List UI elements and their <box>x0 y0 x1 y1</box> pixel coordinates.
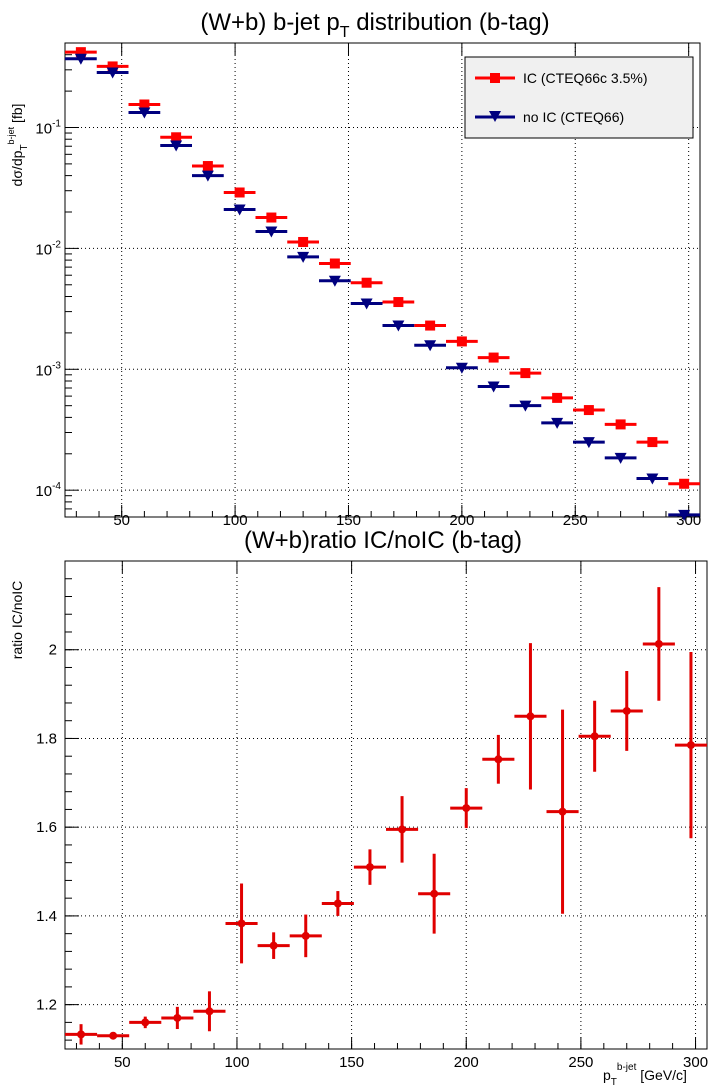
top-series-0-point <box>266 212 277 223</box>
top-x-tick-label: 250 <box>563 512 588 529</box>
bottom-x-tick-label: 200 <box>454 1054 479 1071</box>
top-series-0-point <box>583 405 594 416</box>
top-x-tick-label: 200 <box>449 512 474 529</box>
top-series-1-point <box>106 67 119 79</box>
top-series-0-point <box>202 161 213 172</box>
top-series-0-point <box>298 236 309 247</box>
top-series-1-point <box>201 170 214 182</box>
top-series-0-point <box>679 478 690 489</box>
legend-noic-label: no IC (CTEQ66) <box>523 109 624 125</box>
top-series-1-point <box>74 53 87 65</box>
top-series-0-point <box>393 297 404 308</box>
ratio-point <box>333 899 342 908</box>
top-y-tick-label: 10-3 <box>35 360 61 379</box>
bottom-y-tick-label: 1.4 <box>36 908 57 925</box>
ratio-point <box>365 863 374 872</box>
top-series-0-point <box>171 132 182 143</box>
top-series-0-point <box>488 352 499 363</box>
top-series-1-point <box>582 437 595 449</box>
bottom-x-tick-label: 150 <box>339 1054 364 1071</box>
ratio-point <box>141 1018 150 1027</box>
legend: IC (CTEQ66c 3.5%) no IC (CTEQ66) <box>464 56 694 139</box>
ratio-point <box>686 741 695 750</box>
bottom-x-axis-label: pTb-jet [GeV/c] <box>603 1062 687 1087</box>
top-series-1-point <box>392 320 405 332</box>
top-series-1-point <box>424 340 437 352</box>
bottom-y-axis-label: ratio IC/noIC <box>9 581 25 660</box>
top-series-1-point <box>487 381 500 393</box>
ratio-point <box>654 639 663 648</box>
legend-box <box>464 56 694 139</box>
legend-ic-label: IC (CTEQ66c 3.5%) <box>523 70 647 86</box>
top-x-tick-label: 50 <box>113 512 130 529</box>
bottom-y-tick-label: 1.8 <box>36 730 57 747</box>
top-series-0-point <box>520 368 531 379</box>
top-series-0-point <box>329 258 340 269</box>
top-x-tick-label: 150 <box>336 512 361 529</box>
bottom-y-tick-label: 1.2 <box>36 997 57 1014</box>
top-y-tick-label: 10-4 <box>35 481 61 500</box>
top-series-0-point <box>647 437 658 448</box>
bottom-x-tick-label: 50 <box>114 1054 131 1071</box>
top-series-0-point <box>425 320 436 331</box>
top-series-1-point <box>678 509 691 521</box>
legend-ic-marker <box>490 73 500 83</box>
bottom-chart-title: (W+b)ratio IC/noIC (b-tag) <box>244 527 522 554</box>
top-series-0-point <box>75 47 86 58</box>
top-series-1-point <box>646 473 659 485</box>
top-y-tick-label: 10-2 <box>35 239 61 258</box>
top-plot-frame <box>64 42 701 518</box>
ratio-point <box>205 1007 214 1016</box>
top-y-tick-label: 10-1 <box>35 119 61 138</box>
top-x-tick-label: 100 <box>223 512 248 529</box>
top-series-1-point <box>265 226 278 238</box>
bottom-plot-area: 50 100 150 200 250 300 1.2 1.4 1.6 1.8 2 <box>36 560 708 1071</box>
top-y-axis-label: dσ/dpTb-jet [fb] <box>6 104 30 187</box>
ratio-point <box>462 804 471 813</box>
ratio-point <box>590 732 599 741</box>
top-series-1-point <box>455 362 468 374</box>
ratio-point <box>237 919 246 928</box>
top-series-0-point <box>615 419 626 430</box>
top-series-0-point <box>139 99 150 110</box>
ratio-point <box>173 1013 182 1022</box>
ratio-point <box>398 825 407 834</box>
ratio-point <box>494 755 503 764</box>
top-series-1-point <box>328 275 341 287</box>
top-series-1-point <box>551 417 564 429</box>
top-series-0-point <box>234 187 245 198</box>
bottom-x-tick-label: 250 <box>568 1054 593 1071</box>
top-series-1-point <box>233 204 246 216</box>
top-series-1-point <box>519 400 532 412</box>
legend-noic-marker <box>489 111 501 122</box>
ratio-point <box>109 1031 118 1040</box>
ratio-point <box>526 712 535 721</box>
top-series-0-point <box>456 336 467 347</box>
bottom-y-tick-label: 1.6 <box>36 819 57 836</box>
ratio-point <box>77 1030 86 1039</box>
top-chart-title: (W+b) b-jet pT distribution (b-tag) <box>200 9 549 41</box>
top-series-1-point <box>170 140 183 152</box>
top-series-0-point <box>552 392 563 403</box>
bottom-y-tick-label: 2 <box>49 642 57 659</box>
bottom-x-tick-label: 100 <box>224 1054 249 1071</box>
bottom-x-tick-label: 300 <box>683 1054 708 1071</box>
top-series-0-point <box>107 61 118 72</box>
top-series-1-point <box>138 107 151 119</box>
ratio-point <box>622 706 631 715</box>
top-series-1-point <box>614 452 627 464</box>
ratio-point <box>269 941 278 950</box>
top-series-0-point <box>361 277 372 288</box>
bottom-plot-frame <box>64 560 708 1050</box>
top-series-1-point <box>297 251 310 263</box>
top-series-1-point <box>360 298 373 310</box>
ratio-point <box>430 889 439 898</box>
ratio-point <box>558 807 567 816</box>
ratio-point <box>301 931 310 940</box>
